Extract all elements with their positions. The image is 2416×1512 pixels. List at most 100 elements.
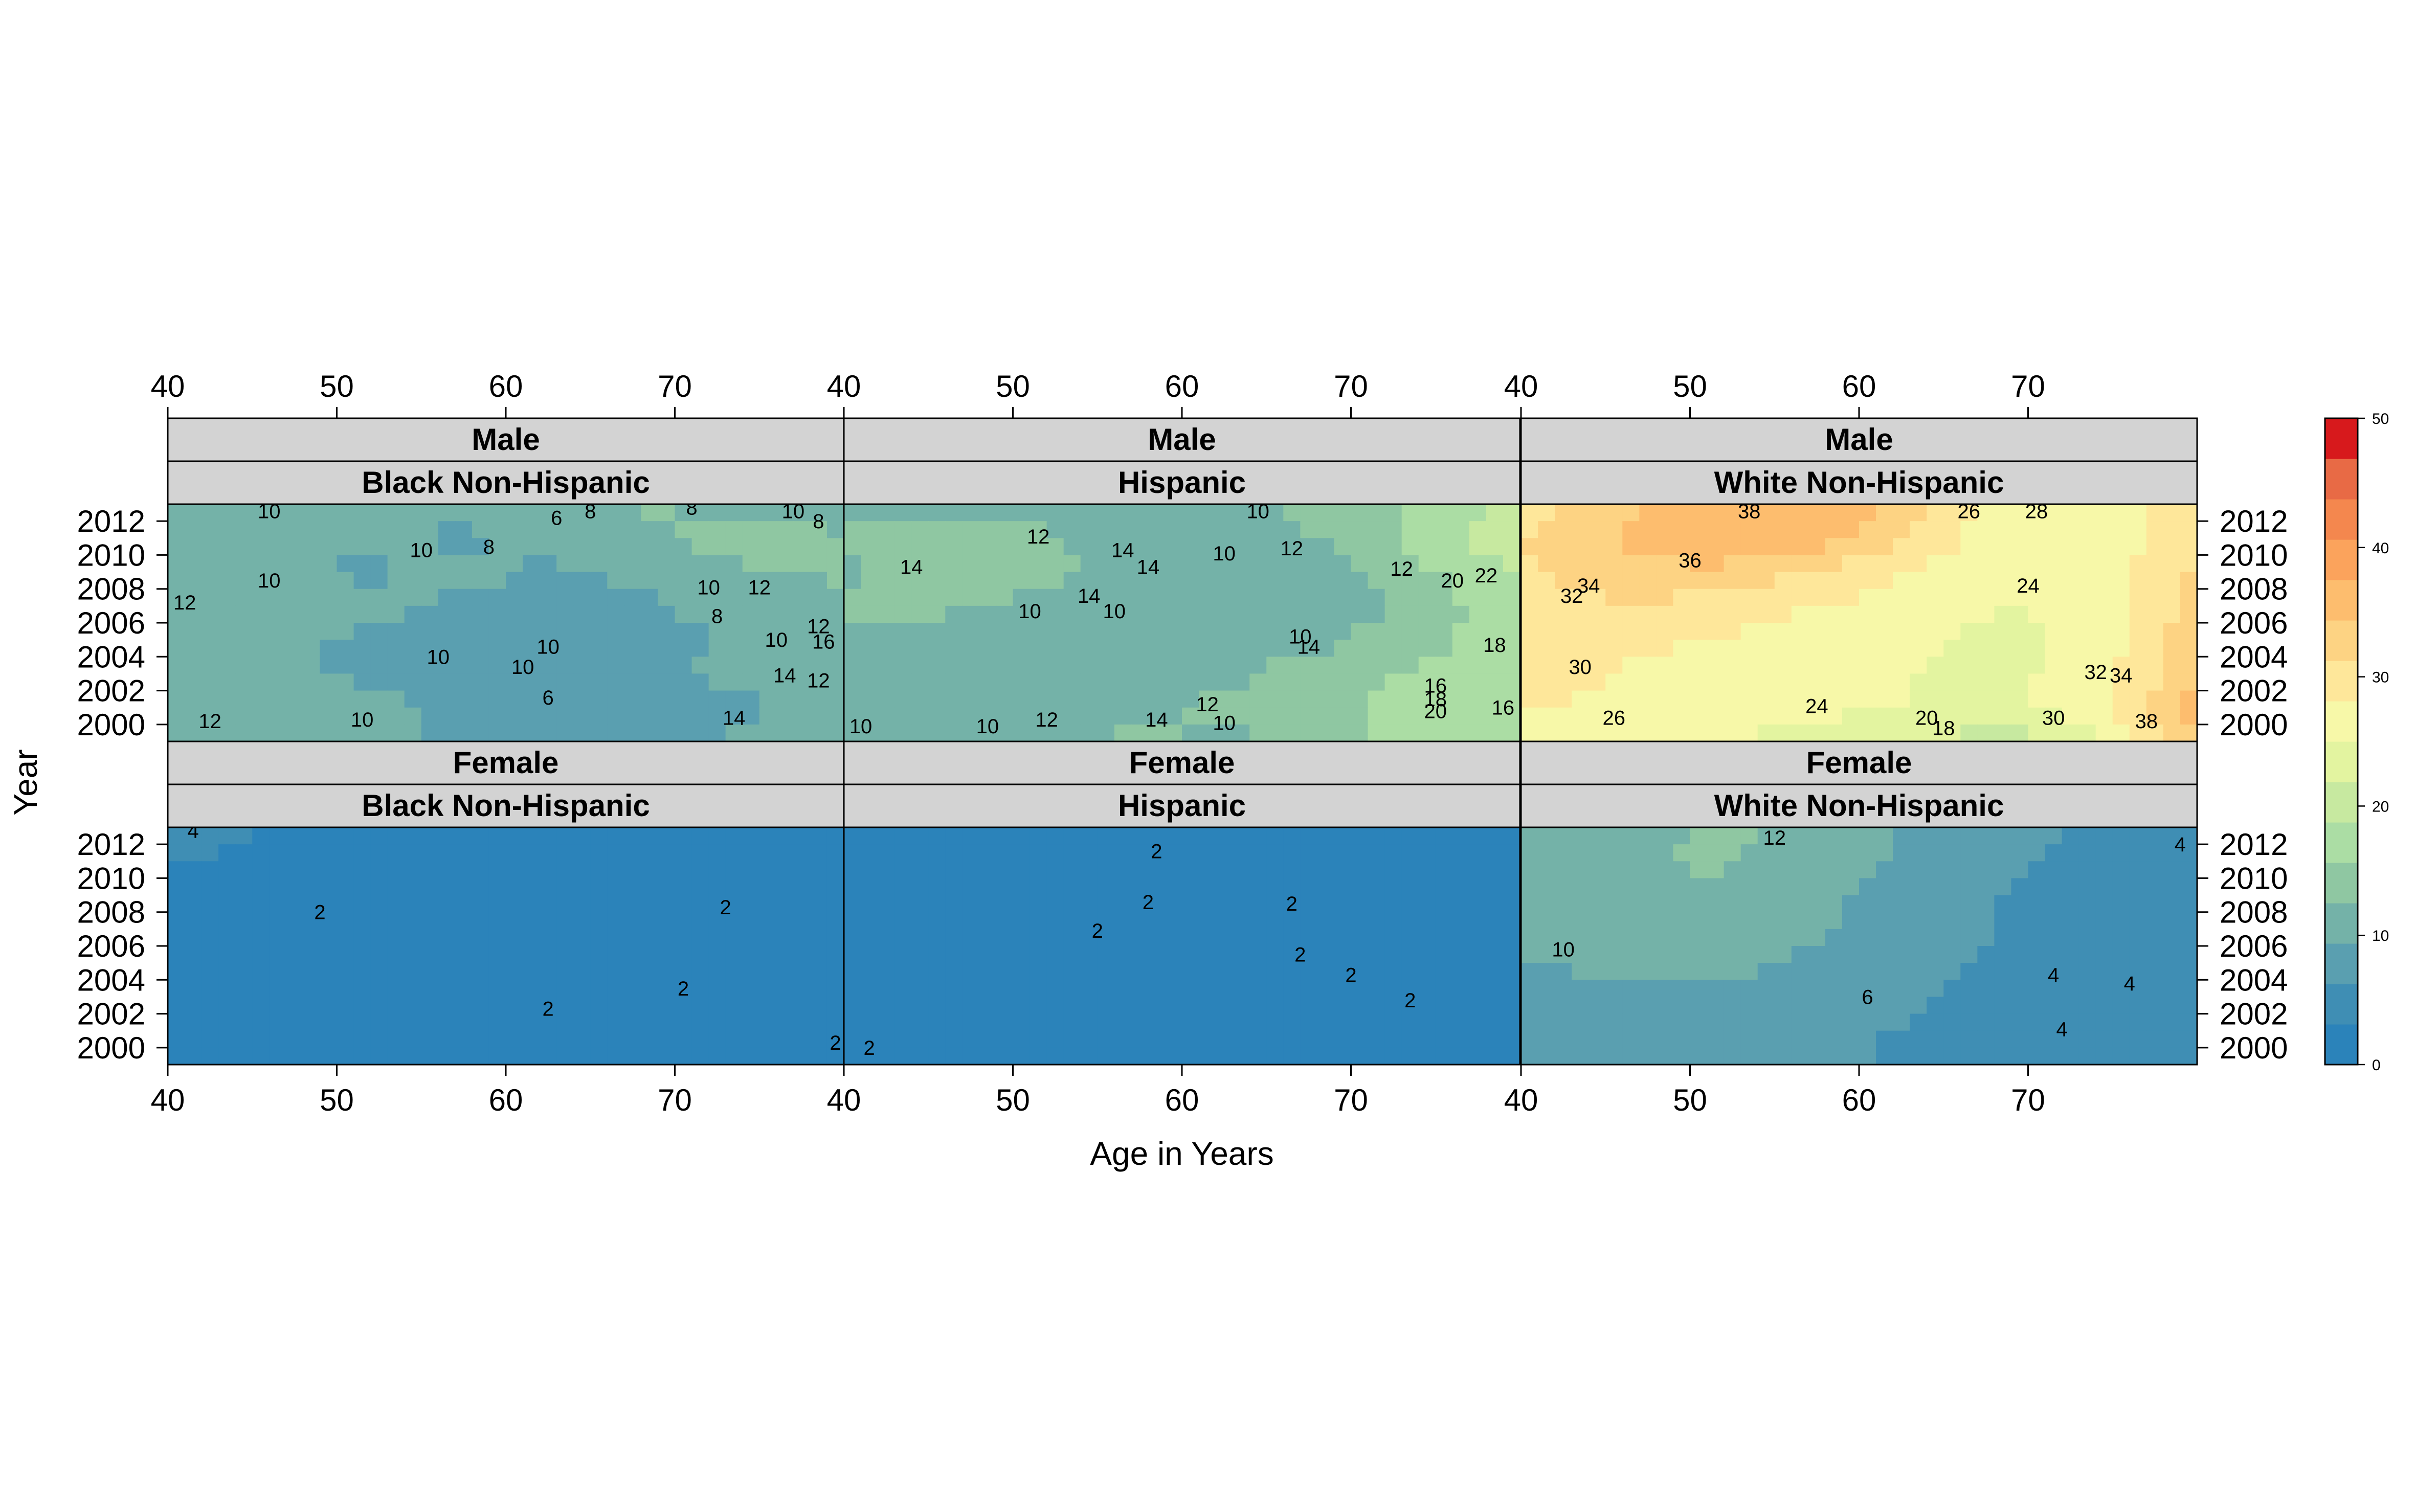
heatmap-cell [2146, 640, 2164, 658]
heatmap-cell [2028, 555, 2046, 573]
heatmap-cell [1013, 844, 1031, 862]
heatmap-cell [370, 657, 388, 674]
heatmap-cell [1013, 555, 1031, 573]
heatmap-cell [252, 724, 270, 741]
heatmap-cell [1030, 538, 1047, 556]
heatmap-cell [996, 878, 1014, 896]
heatmap-cell [708, 707, 726, 725]
heatmap-cell [1216, 605, 1233, 623]
heatmap-cell [1046, 605, 1064, 623]
heatmap-cell [725, 878, 743, 896]
heatmap-cell [1673, 1013, 1691, 1031]
heatmap-cell [1300, 589, 1318, 606]
heatmap-cell [1605, 895, 1623, 913]
heatmap-cell [1994, 827, 2012, 845]
heatmap-cell [641, 1030, 659, 1048]
heatmap-cell [303, 827, 321, 845]
heatmap-cell [1182, 605, 1199, 623]
y-tick-label-left: 2012 [77, 504, 145, 538]
heatmap-cell [1300, 640, 1318, 658]
heatmap-cell [1622, 963, 1640, 981]
heatmap-cell [1842, 997, 1860, 1014]
heatmap-cell [438, 673, 456, 691]
heatmap-cell [607, 589, 625, 606]
heatmap-cell [1283, 1013, 1301, 1031]
heatmap-cell [742, 861, 760, 879]
heatmap-cell [911, 980, 929, 998]
heatmap-cell [1165, 878, 1182, 896]
heatmap-cell [1266, 963, 1284, 981]
heatmap-cell [1131, 572, 1149, 590]
heatmap-cell [1538, 640, 1555, 658]
heatmap-cell [1724, 623, 1741, 640]
heatmap-cell [979, 521, 997, 539]
heatmap-cell [1808, 844, 1826, 862]
heatmap-cell [624, 724, 642, 741]
heatmap-cell [421, 555, 439, 573]
heatmap-cell [861, 827, 878, 845]
heatmap-cell [218, 997, 236, 1014]
heatmap-cell [1013, 572, 1031, 590]
heatmap-cell [421, 929, 439, 946]
heatmap-cell [1013, 640, 1031, 658]
heatmap-cell [252, 1013, 270, 1031]
heatmap-cell [742, 657, 760, 674]
heatmap-cell [353, 589, 371, 606]
heatmap-cell [1452, 504, 1470, 522]
heatmap-cell [2129, 929, 2147, 946]
heatmap-cell [1910, 1013, 1927, 1031]
heatmap-cell [1808, 673, 1826, 691]
heatmap-cell [1182, 997, 1199, 1014]
heatmap-cell [996, 861, 1014, 879]
heatmap-cell [708, 657, 726, 674]
heatmap-cell [2180, 929, 2197, 946]
heatmap-cell [1401, 724, 1419, 741]
heatmap-cell [607, 861, 625, 879]
contour-label: 14 [1137, 556, 1160, 579]
heatmap-cell [641, 929, 659, 946]
heatmap-cell [810, 589, 827, 606]
heatmap-cell [455, 946, 473, 963]
heatmap-cell [1046, 589, 1064, 606]
heatmap-cell [2045, 844, 2063, 862]
heatmap-cell [2078, 690, 2096, 708]
heatmap-cell [1249, 504, 1267, 522]
heatmap-cell [641, 946, 659, 963]
heatmap-cell [185, 673, 202, 691]
heatmap-cell [776, 690, 794, 708]
heatmap-cell [1131, 504, 1149, 522]
heatmap-cell [1266, 861, 1284, 879]
heatmap-cell [488, 538, 506, 556]
heatmap-cell [1876, 623, 1893, 640]
heatmap-cell [928, 640, 946, 658]
heatmap-cell [1435, 657, 1453, 674]
heatmap-cell [1859, 640, 1876, 658]
heatmap-cell [1656, 690, 1674, 708]
heatmap-cell [641, 997, 659, 1014]
heatmap-cell [1521, 724, 1538, 741]
heatmap-cell [269, 605, 287, 623]
y-tick-label-right: 2006 [2220, 929, 2288, 963]
heatmap-cell [658, 572, 676, 590]
heatmap-cell [1368, 724, 1385, 741]
heatmap-cell [1910, 521, 1927, 539]
heatmap-cell [2062, 707, 2079, 725]
contour-label: 24 [1805, 695, 1828, 717]
heatmap-cell [168, 504, 185, 522]
heatmap-cell [2180, 707, 2197, 725]
heatmap-cell [742, 878, 760, 896]
heatmap-cell [1639, 1013, 1657, 1031]
heatmap-cell [691, 827, 709, 845]
heatmap-cell [303, 521, 321, 539]
heatmap-cell [337, 690, 354, 708]
heatmap-cell [708, 912, 726, 930]
heatmap-cell [2129, 538, 2147, 556]
heatmap-cell [996, 657, 1014, 674]
heatmap-cell [1639, 997, 1657, 1014]
heatmap-cell [1283, 673, 1301, 691]
heatmap-cell [1842, 657, 1860, 674]
heatmap-cell [979, 690, 997, 708]
heatmap-cell [1368, 605, 1385, 623]
heatmap-cell [1521, 521, 1538, 539]
